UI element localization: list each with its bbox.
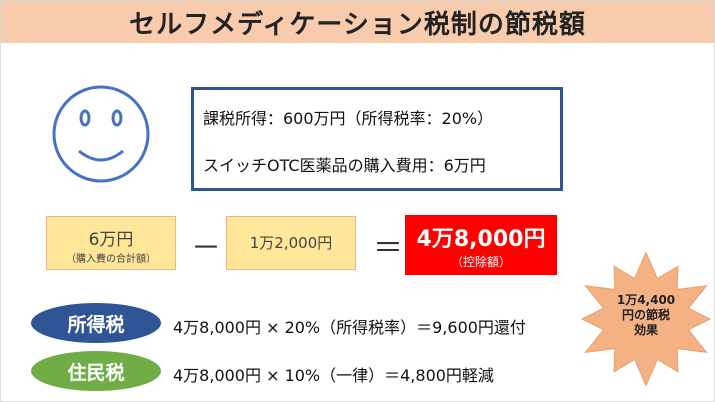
tax-label: 所得税 bbox=[31, 303, 161, 343]
term-box: 1万2,000円 bbox=[226, 216, 356, 270]
burst-text: 1万4,400 円の節税 効果 bbox=[601, 293, 691, 338]
burst bbox=[580, 251, 712, 387]
burst-line: 効果 bbox=[633, 323, 658, 337]
burst-line: 1万4,400 bbox=[616, 293, 676, 307]
burst-line: 円の節税 bbox=[621, 308, 670, 322]
tax-label: 住民税 bbox=[31, 351, 161, 391]
result-box: 4万8,000円 （控除額） bbox=[405, 215, 557, 275]
term-amount: 6万円 bbox=[88, 230, 134, 250]
info-line: スイッチOTC医薬品の購入費用：6万円 bbox=[203, 156, 486, 175]
term-note: （購入費の合計額） bbox=[66, 254, 156, 265]
tax-formula: 4万8,000円 × 20%（所得税率）＝9,600円還付 bbox=[173, 318, 526, 337]
info-box bbox=[191, 87, 563, 191]
result-amount: 4万8,000円 bbox=[416, 227, 546, 252]
info-line: 課税所得：600万円（所得税率：20%） bbox=[203, 109, 494, 128]
operator: － bbox=[191, 231, 221, 266]
term-box: 6万円 （購入費の合計額） bbox=[46, 216, 176, 270]
result-note: （控除額） bbox=[450, 255, 511, 269]
term-amount: 1万2,000円 bbox=[249, 234, 333, 252]
tax-formula: 4万8,000円 × 10%（一律）＝4,800円軽減 bbox=[173, 366, 494, 385]
title: セルフメディケーション税制の節税額 bbox=[1, 1, 714, 43]
operator: ＝ bbox=[373, 231, 403, 266]
smiley bbox=[52, 85, 150, 183]
